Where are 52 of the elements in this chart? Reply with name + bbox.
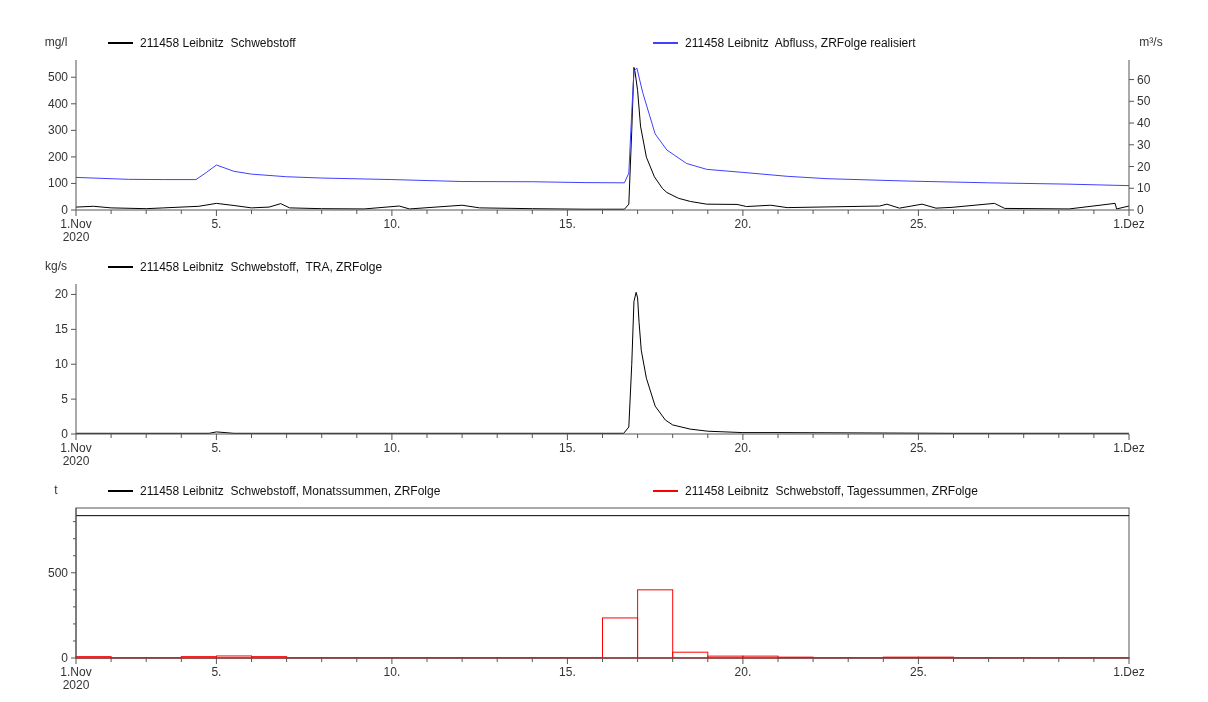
x-tick-label: 25. <box>910 665 927 679</box>
y2-axis-title: m³/s <box>1139 35 1163 49</box>
x-tick-label: 20. <box>734 217 752 231</box>
x-tick-label: 10. <box>383 665 401 679</box>
bar <box>75 656 112 659</box>
x-tick-label: 1.Nov 2020 <box>60 441 92 468</box>
y-tick-label: 0 <box>61 427 69 441</box>
x-tick-label: 1.Dez <box>1113 441 1145 455</box>
x-tick-label: 25. <box>910 217 927 231</box>
x-tick-label: 25. <box>910 441 927 455</box>
y2-tick-label: 0 <box>1137 203 1144 217</box>
y-tick-label: 0 <box>61 651 69 665</box>
x-tick-label: 15. <box>559 441 576 455</box>
y-tick-label: 20 <box>54 287 69 302</box>
x-tick-label: 1.Dez <box>1113 217 1145 231</box>
x-tick-label: 5. <box>211 441 222 455</box>
x-tick-label: 1.Nov 2020 <box>60 217 92 244</box>
x-tick-label: 10. <box>383 441 401 455</box>
y-tick-label: 100 <box>47 176 69 191</box>
y-axis-title: mg/l <box>44 35 68 49</box>
x-tick-label: 20. <box>734 441 752 455</box>
x-tick-label: 5. <box>211 217 222 231</box>
x-tick-label: 20. <box>734 665 752 679</box>
legend-label: 211458 Leibnitz Schwebstoff, Tagessummen, ZRFolge <box>685 484 979 498</box>
x-tick-label: 1.Nov 2020 <box>60 665 92 692</box>
y-tick-label: 200 <box>47 149 69 164</box>
y2-tick-label: 60 <box>1137 72 1151 87</box>
legend-label: 211458 Leibnitz Schwebstoff, Monatssummen, ZRFolge <box>140 484 441 498</box>
line-series <box>75 67 1130 187</box>
legend-label: 211458 Leibnitz Schwebstoff, TRA, ZRFolge <box>140 260 383 274</box>
y2-tick-label: 40 <box>1137 116 1151 131</box>
y-axis-title: kg/s <box>44 259 68 273</box>
y-tick-label: 10 <box>54 357 69 372</box>
y2-tick-label: 20 <box>1137 159 1151 174</box>
y-axis-title: t <box>54 483 59 497</box>
x-tick-label: 10. <box>383 217 401 231</box>
x-tick-label: 15. <box>559 665 576 679</box>
y-tick-label: 15 <box>54 322 69 337</box>
x-tick-label: 5. <box>211 665 222 679</box>
y-tick-label: 300 <box>47 123 69 138</box>
x-tick-label: 1.Dez <box>1113 665 1145 679</box>
y-tick-label: 400 <box>47 96 69 111</box>
y-tick-label: 5 <box>61 392 69 407</box>
y-tick-label: 500 <box>47 565 69 580</box>
x-tick-label: 15. <box>559 217 576 231</box>
y-tick-label: 0 <box>61 203 69 217</box>
y2-tick-label: 50 <box>1137 94 1151 109</box>
y2-tick-label: 30 <box>1137 137 1151 152</box>
y2-tick-label: 10 <box>1137 181 1151 196</box>
y-tick-label: 500 <box>47 70 69 85</box>
legend-label: 211458 Leibnitz Schwebstoff <box>140 36 297 50</box>
legend-label: 211458 Leibnitz Abfluss, ZRFolge realisiert <box>685 36 917 50</box>
